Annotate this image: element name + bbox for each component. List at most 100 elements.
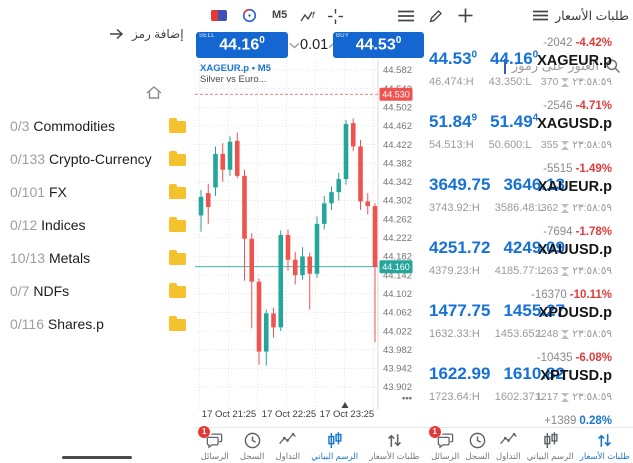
symbol-group-indices[interactable]: 0/12 Indices <box>0 209 195 242</box>
quotes-pane-nav: طلبات الأسعار الرسم البياني التداول السجل 1 ا… <box>428 425 633 463</box>
nav-tab-label: الرسم البياني <box>311 450 359 461</box>
svg-text:44.160: 44.160 <box>382 262 410 272</box>
symbol-name: XPTUSD.p <box>540 368 612 384</box>
trade-icon <box>278 431 297 450</box>
symbol-groups-list: 0/3 Commodities 0/133 Crypto-Currency 0/10… <box>0 110 195 341</box>
svg-text:44.022: 44.022 <box>383 326 412 337</box>
quotes-list: -2042 -4.42% 44.530 44.160 XAGEUR.p 46.474:H 4… <box>425 36 633 427</box>
nav-tab-label: التداول <box>275 450 301 461</box>
folder-icon <box>169 151 186 166</box>
spread-value: 2248 <box>534 328 559 340</box>
buy-button[interactable]: BUY 44.530 <box>333 32 424 58</box>
hourglass-icon <box>561 392 570 402</box>
high-low: 46.474:H 43.350:L <box>429 76 532 88</box>
parent-folder-icon[interactable] <box>145 85 163 100</box>
volume-decrease-chevron[interactable] <box>289 42 300 49</box>
quote-row-xagusd.p[interactable]: -2546 -4.71% 51.849 51.494 XAGUSD.p 54.513:H 5… <box>425 99 633 162</box>
symbol-group-metals[interactable]: 10/13 Metals <box>0 242 195 275</box>
add-icon[interactable] <box>458 8 473 23</box>
back-arrow-icon[interactable] <box>108 28 124 40</box>
symbol-group-shares.p[interactable]: 0/116 Shares.p <box>0 308 195 341</box>
sessions-clock-icon[interactable] <box>242 8 257 23</box>
nav-tab-trade[interactable]: التداول <box>496 431 521 462</box>
quote-row-xpdusd.p[interactable]: -16370 -10.11% 1477.75 1455.27 XPDUSD.p 1632.… <box>425 288 633 351</box>
nav-tab-messages[interactable]: 1 الرسائل <box>198 425 229 462</box>
svg-text:44.062: 44.062 <box>383 308 412 319</box>
timeframe-selector[interactable]: M5 <box>272 9 288 21</box>
quotes-icon <box>385 431 404 450</box>
svg-text:44.530: 44.530 <box>382 90 410 100</box>
bid-price: 1610.82 <box>503 364 565 383</box>
symbol-group-crypto-currency[interactable]: 0/133 Crypto-Currency <box>0 143 195 176</box>
nav-tab-messages[interactable]: 1 الرسائل <box>428 425 459 462</box>
candlestick-chart[interactable]: 44.58244.54244.50244.46244.42244.38244.3… <box>195 60 425 427</box>
pair-flag-icon[interactable] <box>211 10 227 21</box>
bid-price: 1455.27 <box>503 301 565 320</box>
indicators-icon[interactable]: f <box>299 9 318 24</box>
group-name: Commodities <box>33 118 116 134</box>
quote-row-xageur.p[interactable]: -2042 -4.42% 44.530 44.160 XAGEUR.p 46.474:H 4… <box>425 36 633 99</box>
quote-row-xauusd.p[interactable]: -7694 -1.78% 4251.72 4249.09 XAUUSD.p 4379.23… <box>425 225 633 288</box>
bid-price: 3646.13 <box>503 175 565 194</box>
change-line: -5515 -1.49% <box>543 163 612 175</box>
nav-divider <box>195 427 633 428</box>
svg-text:17 Oct 22:25: 17 Oct 22:25 <box>262 409 316 420</box>
quote-row-xptusd.p[interactable]: -10435 -6.08% 1622.99 1610.82 XPTUSD.p 1723.6… <box>425 351 633 414</box>
svg-text:44.262: 44.262 <box>383 214 412 225</box>
buy-tag: BUY <box>336 33 350 39</box>
change-line: -7694 -1.78% <box>543 226 612 238</box>
hourglass-icon <box>561 203 570 213</box>
edit-pencil-icon[interactable] <box>429 9 443 23</box>
search-input[interactable]: العثور على رموز <box>504 58 621 74</box>
group-count: 10/13 <box>10 250 46 266</box>
nav-tab-chart[interactable]: الرسم البياني <box>311 431 358 462</box>
volume-value: 0.01 <box>300 37 329 53</box>
spread-time: 2248 ٢٣:٥٨:٥٩ <box>535 328 612 340</box>
quotes-menu-icon[interactable] <box>533 10 549 21</box>
nav-tab-trade[interactable]: التداول <box>275 431 300 462</box>
svg-text:f: f <box>312 10 316 20</box>
symbol-group-ndfs[interactable]: 0/7 NDFs <box>0 275 195 308</box>
sell-button[interactable]: SELL 44.160 <box>196 32 288 58</box>
change-line: -10435 -6.08% <box>536 352 612 364</box>
bid-ask-prices: 1477.75 1455.27 <box>429 301 565 321</box>
search-placeholder: العثور على رموز <box>511 58 599 73</box>
high-low: 4379.23:H 4185.77:L <box>429 265 544 277</box>
notification-badge: 1 <box>428 425 441 438</box>
group-count: 0/133 <box>10 151 46 167</box>
spread-time: 370 ٢٣:٥٨:٥٩ <box>541 76 612 88</box>
svg-text:43.942: 43.942 <box>383 364 412 375</box>
change-line: -2042 -4.42% <box>543 37 612 49</box>
quotes-pane-title: طلبات الأسعار <box>555 9 629 23</box>
nav-tab-quotes[interactable]: طلبات الأسعار <box>580 431 630 462</box>
folder-icon <box>169 283 186 298</box>
nav-tab-journal[interactable]: السجل <box>465 431 490 462</box>
high-low: 54.513:H 50.600:L <box>429 139 532 151</box>
current-bar-marker <box>341 402 349 408</box>
crosshair-icon[interactable] <box>328 9 343 24</box>
bid-ask-prices: 4251.72 4249.09 <box>429 238 565 258</box>
quote-row-xaueur.p[interactable]: -5515 -1.49% 3649.75 3646.13 XAUEUR.p 3743.92… <box>425 162 633 225</box>
sell-price: 44.160 <box>219 35 265 54</box>
svg-text:43.902: 43.902 <box>383 382 412 393</box>
add-symbol-header: إضافة رمز <box>108 27 184 41</box>
ask-price: 1622.99 <box>429 364 491 383</box>
svg-text:44.502: 44.502 <box>383 102 412 113</box>
group-count: 0/7 <box>10 283 30 299</box>
svg-text:43.982: 43.982 <box>383 345 412 356</box>
chart-menu-icon[interactable] <box>398 10 414 22</box>
symbol-group-commodities[interactable]: 0/3 Commodities <box>0 110 195 143</box>
group-count: 0/116 <box>10 316 44 332</box>
quotes-pane-header: طلبات الأسعار <box>533 8 629 23</box>
quote-row-partial[interactable]: +1389 0.28% <box>425 414 633 427</box>
nav-tab-quotes[interactable]: طلبات الأسعار <box>369 431 419 462</box>
symbol-group-fx[interactable]: 0/101 FX <box>0 176 195 209</box>
symbol-name: XAUUSD.p <box>537 242 612 258</box>
nav-tab-chart[interactable]: الرسم البياني <box>527 431 574 462</box>
nav-tab-label: طلبات الأسعار <box>579 450 630 461</box>
svg-text:17 Oct 21:25: 17 Oct 21:25 <box>202 409 256 420</box>
nav-tab-journal[interactable]: السجل <box>240 431 264 462</box>
nav-tab-label: الرسم البياني <box>526 450 574 461</box>
symbol-name: XAUEUR.p <box>537 179 612 195</box>
